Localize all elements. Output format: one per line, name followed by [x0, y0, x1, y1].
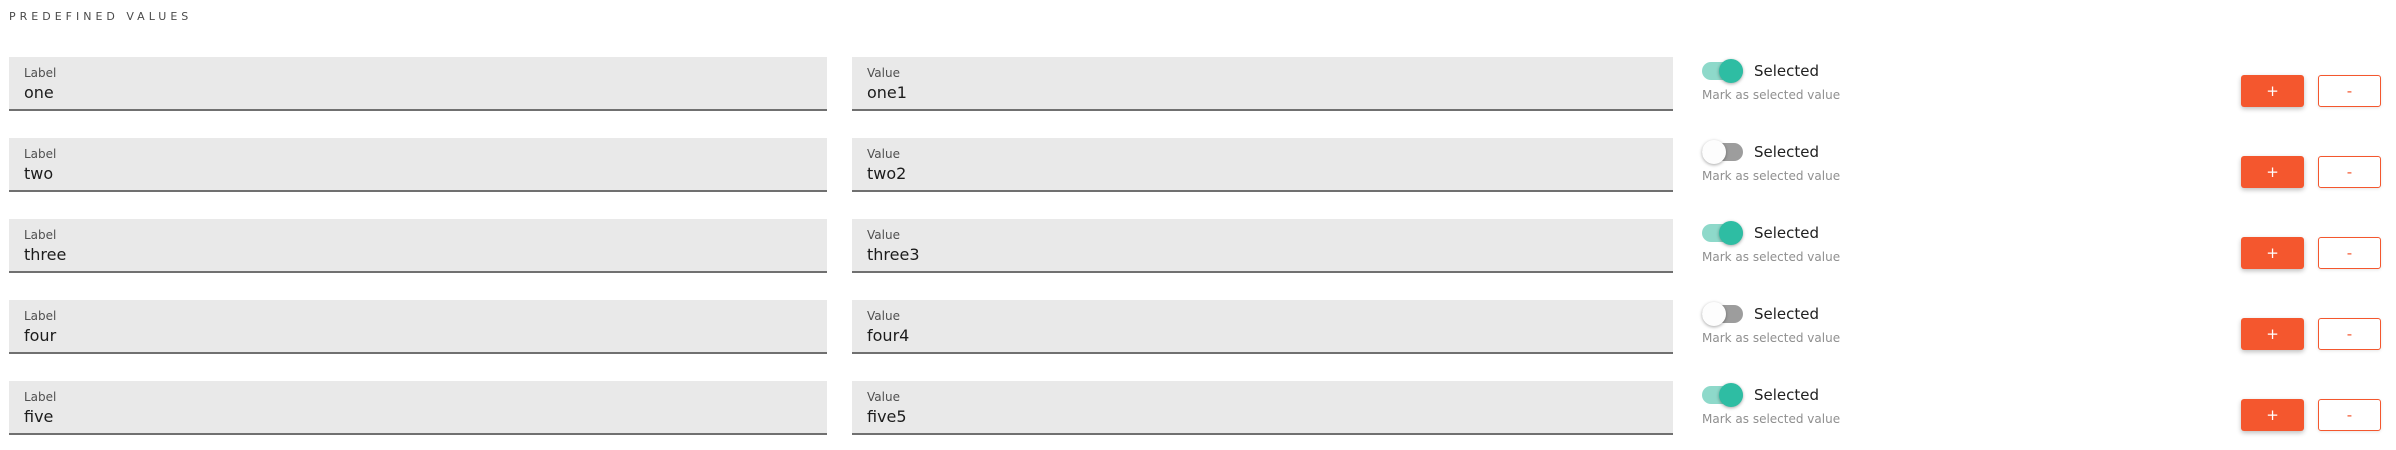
- selected-hint: Mark as selected value: [1702, 412, 1841, 426]
- predefined-value-row: Label Value Selected Mark as selected va…: [9, 138, 2381, 192]
- add-row-button[interactable]: +: [2241, 318, 2304, 350]
- predefined-value-row: Label Value Selected Mark as selected va…: [9, 381, 2381, 435]
- label-field[interactable]: Label: [9, 57, 827, 111]
- value-field-caption: Value: [867, 147, 900, 161]
- label-field[interactable]: Label: [9, 138, 827, 192]
- label-input[interactable]: [24, 404, 812, 426]
- selected-label: Selected: [1754, 386, 1820, 404]
- toggle-knob-icon: [1702, 302, 1726, 326]
- value-field[interactable]: Value: [852, 300, 1673, 354]
- add-row-button[interactable]: +: [2241, 75, 2304, 107]
- selected-hint: Mark as selected value: [1702, 88, 1841, 102]
- value-input[interactable]: [867, 323, 1658, 345]
- selected-toggle[interactable]: [1702, 383, 1743, 407]
- value-input[interactable]: [867, 404, 1658, 426]
- value-field-caption: Value: [867, 228, 900, 242]
- value-field[interactable]: Value: [852, 381, 1673, 435]
- label-input[interactable]: [24, 161, 812, 183]
- selected-toggle-block: Selected Mark as selected value: [1702, 300, 1902, 345]
- selected-hint: Mark as selected value: [1702, 331, 1841, 345]
- value-field-caption: Value: [867, 66, 900, 80]
- predefined-value-row: Label Value Selected Mark as selected va…: [9, 57, 2381, 111]
- toggle-knob-icon: [1719, 221, 1743, 245]
- selected-toggle[interactable]: [1702, 302, 1743, 326]
- predefined-value-row: Label Value Selected Mark as selected va…: [9, 219, 2381, 273]
- selected-toggle[interactable]: [1702, 140, 1743, 164]
- label-field[interactable]: Label: [9, 219, 827, 273]
- toggle-knob-icon: [1702, 140, 1726, 164]
- label-field[interactable]: Label: [9, 300, 827, 354]
- value-input[interactable]: [867, 242, 1658, 264]
- value-field-caption: Value: [867, 309, 900, 323]
- label-field[interactable]: Label: [9, 381, 827, 435]
- selected-label: Selected: [1754, 224, 1820, 242]
- add-row-button[interactable]: +: [2241, 399, 2304, 431]
- selected-toggle[interactable]: [1702, 59, 1743, 83]
- toggle-knob-icon: [1719, 383, 1743, 407]
- selected-hint: Mark as selected value: [1702, 250, 1841, 264]
- value-field[interactable]: Value: [852, 138, 1673, 192]
- selected-label: Selected: [1754, 143, 1820, 161]
- value-field[interactable]: Value: [852, 57, 1673, 111]
- selected-toggle-block: Selected Mark as selected value: [1702, 381, 1902, 426]
- selected-toggle-block: Selected Mark as selected value: [1702, 138, 1902, 183]
- selected-hint: Mark as selected value: [1702, 169, 1841, 183]
- label-input[interactable]: [24, 242, 812, 264]
- label-field-caption: Label: [24, 66, 57, 80]
- value-input[interactable]: [867, 161, 1658, 183]
- remove-row-button[interactable]: -: [2318, 318, 2381, 350]
- label-input[interactable]: [24, 80, 812, 102]
- selected-toggle-block: Selected Mark as selected value: [1702, 57, 1902, 102]
- add-row-button[interactable]: +: [2241, 156, 2304, 188]
- label-input[interactable]: [24, 323, 812, 345]
- selected-toggle[interactable]: [1702, 221, 1743, 245]
- selected-toggle-block: Selected Mark as selected value: [1702, 219, 1902, 264]
- selected-label: Selected: [1754, 62, 1820, 80]
- value-field[interactable]: Value: [852, 219, 1673, 273]
- add-row-button[interactable]: +: [2241, 237, 2304, 269]
- value-field-caption: Value: [867, 390, 900, 404]
- remove-row-button[interactable]: -: [2318, 399, 2381, 431]
- value-input[interactable]: [867, 80, 1658, 102]
- remove-row-button[interactable]: -: [2318, 156, 2381, 188]
- section-title: PREDEFINED VALUES: [9, 10, 193, 23]
- label-field-caption: Label: [24, 228, 57, 242]
- predefined-values-list: Label Value Selected Mark as selected va…: [0, 57, 2396, 435]
- selected-label: Selected: [1754, 305, 1820, 323]
- label-field-caption: Label: [24, 390, 57, 404]
- toggle-knob-icon: [1719, 59, 1743, 83]
- label-field-caption: Label: [24, 309, 57, 323]
- predefined-value-row: Label Value Selected Mark as selected va…: [9, 300, 2381, 354]
- remove-row-button[interactable]: -: [2318, 237, 2381, 269]
- label-field-caption: Label: [24, 147, 57, 161]
- remove-row-button[interactable]: -: [2318, 75, 2381, 107]
